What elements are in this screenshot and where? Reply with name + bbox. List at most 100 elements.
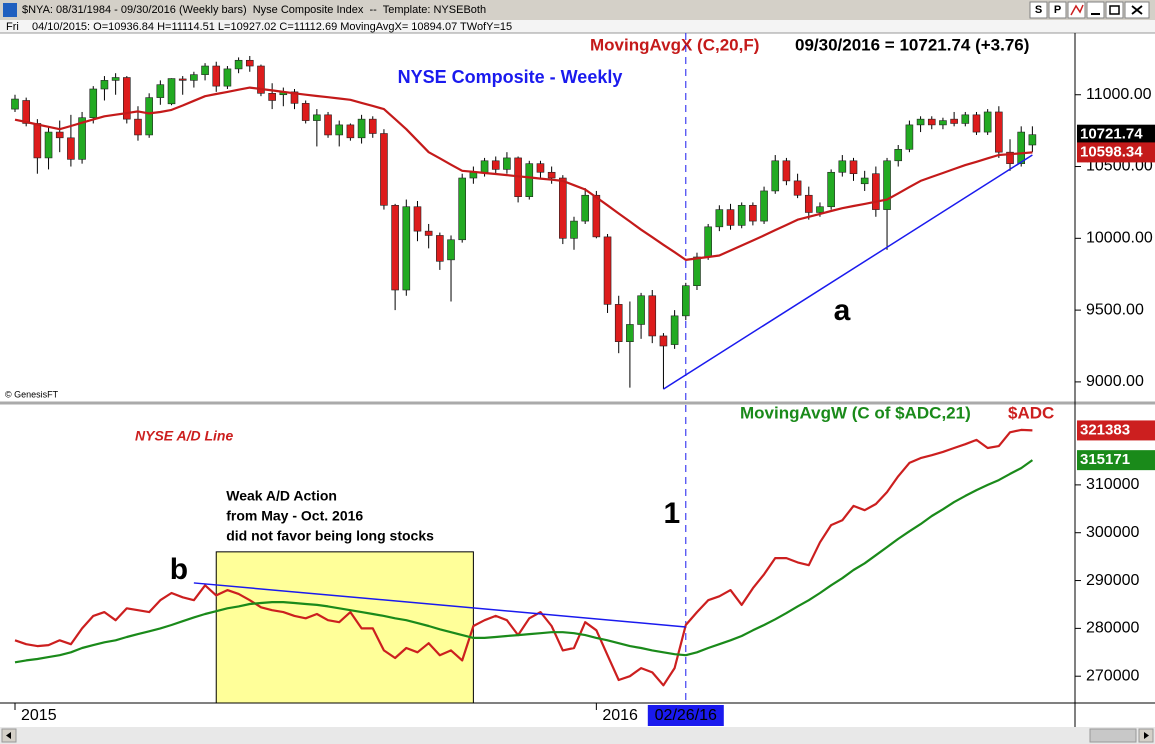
candle-body (324, 114, 332, 136)
candle-body (603, 236, 612, 305)
candle-body (637, 295, 645, 325)
candle-body (335, 124, 344, 136)
button[interactable] (1029, 1, 1048, 19)
value-box (1077, 124, 1155, 145)
candle-body (491, 160, 500, 170)
candle-body (458, 177, 467, 241)
value-label: 10598.34 (1080, 143, 1143, 160)
annotation: from May - Oct. 2016 (226, 508, 363, 524)
candle-body (838, 160, 847, 173)
candle-body (357, 118, 366, 139)
candle-body (860, 177, 869, 185)
candle-body (22, 100, 30, 124)
candle-body (33, 123, 42, 159)
candle-body (771, 160, 780, 192)
icon (1144, 732, 1149, 739)
legend-entry: $ADC (1008, 403, 1054, 422)
candle-body (391, 204, 399, 291)
button-label[interactable]: S (1035, 4, 1042, 16)
window-buttons: S P (1029, 1, 1150, 19)
candle-body (301, 103, 310, 121)
scroll-thumb[interactable] (1089, 728, 1137, 743)
y-tick-label: 280000 (1086, 620, 1139, 637)
candle-body (480, 160, 489, 173)
x-tick-label: 2016 (602, 707, 638, 724)
y-tick-label: 10000.00 (1086, 230, 1153, 247)
x-tick-label: 02/26/16 (655, 707, 717, 724)
candle-body (849, 160, 858, 175)
candle-body (1017, 131, 1026, 164)
candle-body (167, 78, 176, 105)
y-tick-label: 300000 (1086, 524, 1139, 541)
minimize-button[interactable] (1086, 1, 1105, 19)
candle-body (983, 111, 992, 133)
candle-body (816, 206, 824, 213)
candle-body (402, 206, 411, 291)
y-tick-label: 310000 (1086, 476, 1139, 493)
candle-body (559, 177, 567, 239)
candle-body (380, 133, 388, 206)
app-icon (3, 3, 17, 17)
candle-body (503, 157, 511, 170)
candle-body (1006, 151, 1014, 164)
candle-body (245, 59, 254, 67)
candle-body (525, 163, 534, 197)
value-box (1077, 450, 1155, 471)
scrollbar[interactable] (0, 727, 1155, 744)
icon (1131, 5, 1143, 15)
candle-body (626, 324, 634, 342)
candle-body (704, 226, 712, 258)
candle-body (939, 120, 947, 126)
series-line (14, 86, 1033, 261)
candle-body (972, 114, 981, 133)
annotation: b (170, 553, 188, 586)
legend-entry: MovingAvgW (C of $ADC,21) (740, 403, 971, 422)
candle-body (659, 335, 668, 347)
title-bar (0, 0, 1155, 20)
candle-body (648, 295, 657, 337)
candle-body (145, 97, 153, 136)
maximize-button[interactable] (1105, 1, 1124, 19)
candle-body (961, 114, 970, 124)
annotation: 1 (663, 497, 680, 530)
candle-body (111, 77, 120, 81)
icon (6, 732, 11, 739)
series-line (14, 428, 1033, 687)
panel-title: NYSE A/D Line (135, 428, 233, 444)
candle-body (67, 137, 75, 160)
annotation: Weak A/D Action (226, 488, 337, 504)
candle-body (201, 65, 209, 75)
candle-body (592, 194, 601, 238)
candle-body (536, 163, 545, 173)
candle-body (223, 68, 232, 87)
candle-body (156, 84, 165, 98)
value-box (1077, 142, 1155, 163)
x-tick-label: 2015 (21, 707, 57, 724)
chart-tool-button[interactable] (1067, 1, 1086, 19)
y-tick-label: 11000.00 (1086, 86, 1152, 103)
indicator-name: MovingAvgX (C,20,F) (590, 35, 759, 54)
info-text: 04/10/2015: O=10936.84 H=11114.51 L=1092… (32, 21, 512, 33)
y-tick-label: 9500.00 (1086, 301, 1144, 318)
candle-body (715, 209, 724, 228)
candle-body (570, 220, 578, 239)
y-tick-label: 9000.00 (1086, 373, 1144, 390)
candle-body (44, 131, 53, 159)
candle-body (55, 131, 64, 139)
series-line (14, 459, 1034, 664)
button[interactable] (1048, 1, 1067, 19)
candle-body (547, 171, 556, 179)
y-tick-label: 290000 (1086, 572, 1139, 589)
quote: 09/30/2016 = 10721.74 (+3.76) (795, 35, 1029, 54)
candle-body (100, 80, 109, 90)
button-label[interactable]: P (1054, 4, 1061, 16)
value-label: 10721.74 (1080, 126, 1143, 143)
annotation: a (834, 294, 851, 327)
candle-body (749, 204, 757, 222)
candle-body (123, 77, 131, 120)
icon (1109, 5, 1120, 15)
value-label: 321383 (1080, 421, 1130, 438)
value-box (1077, 420, 1155, 441)
candle-body (670, 315, 679, 345)
